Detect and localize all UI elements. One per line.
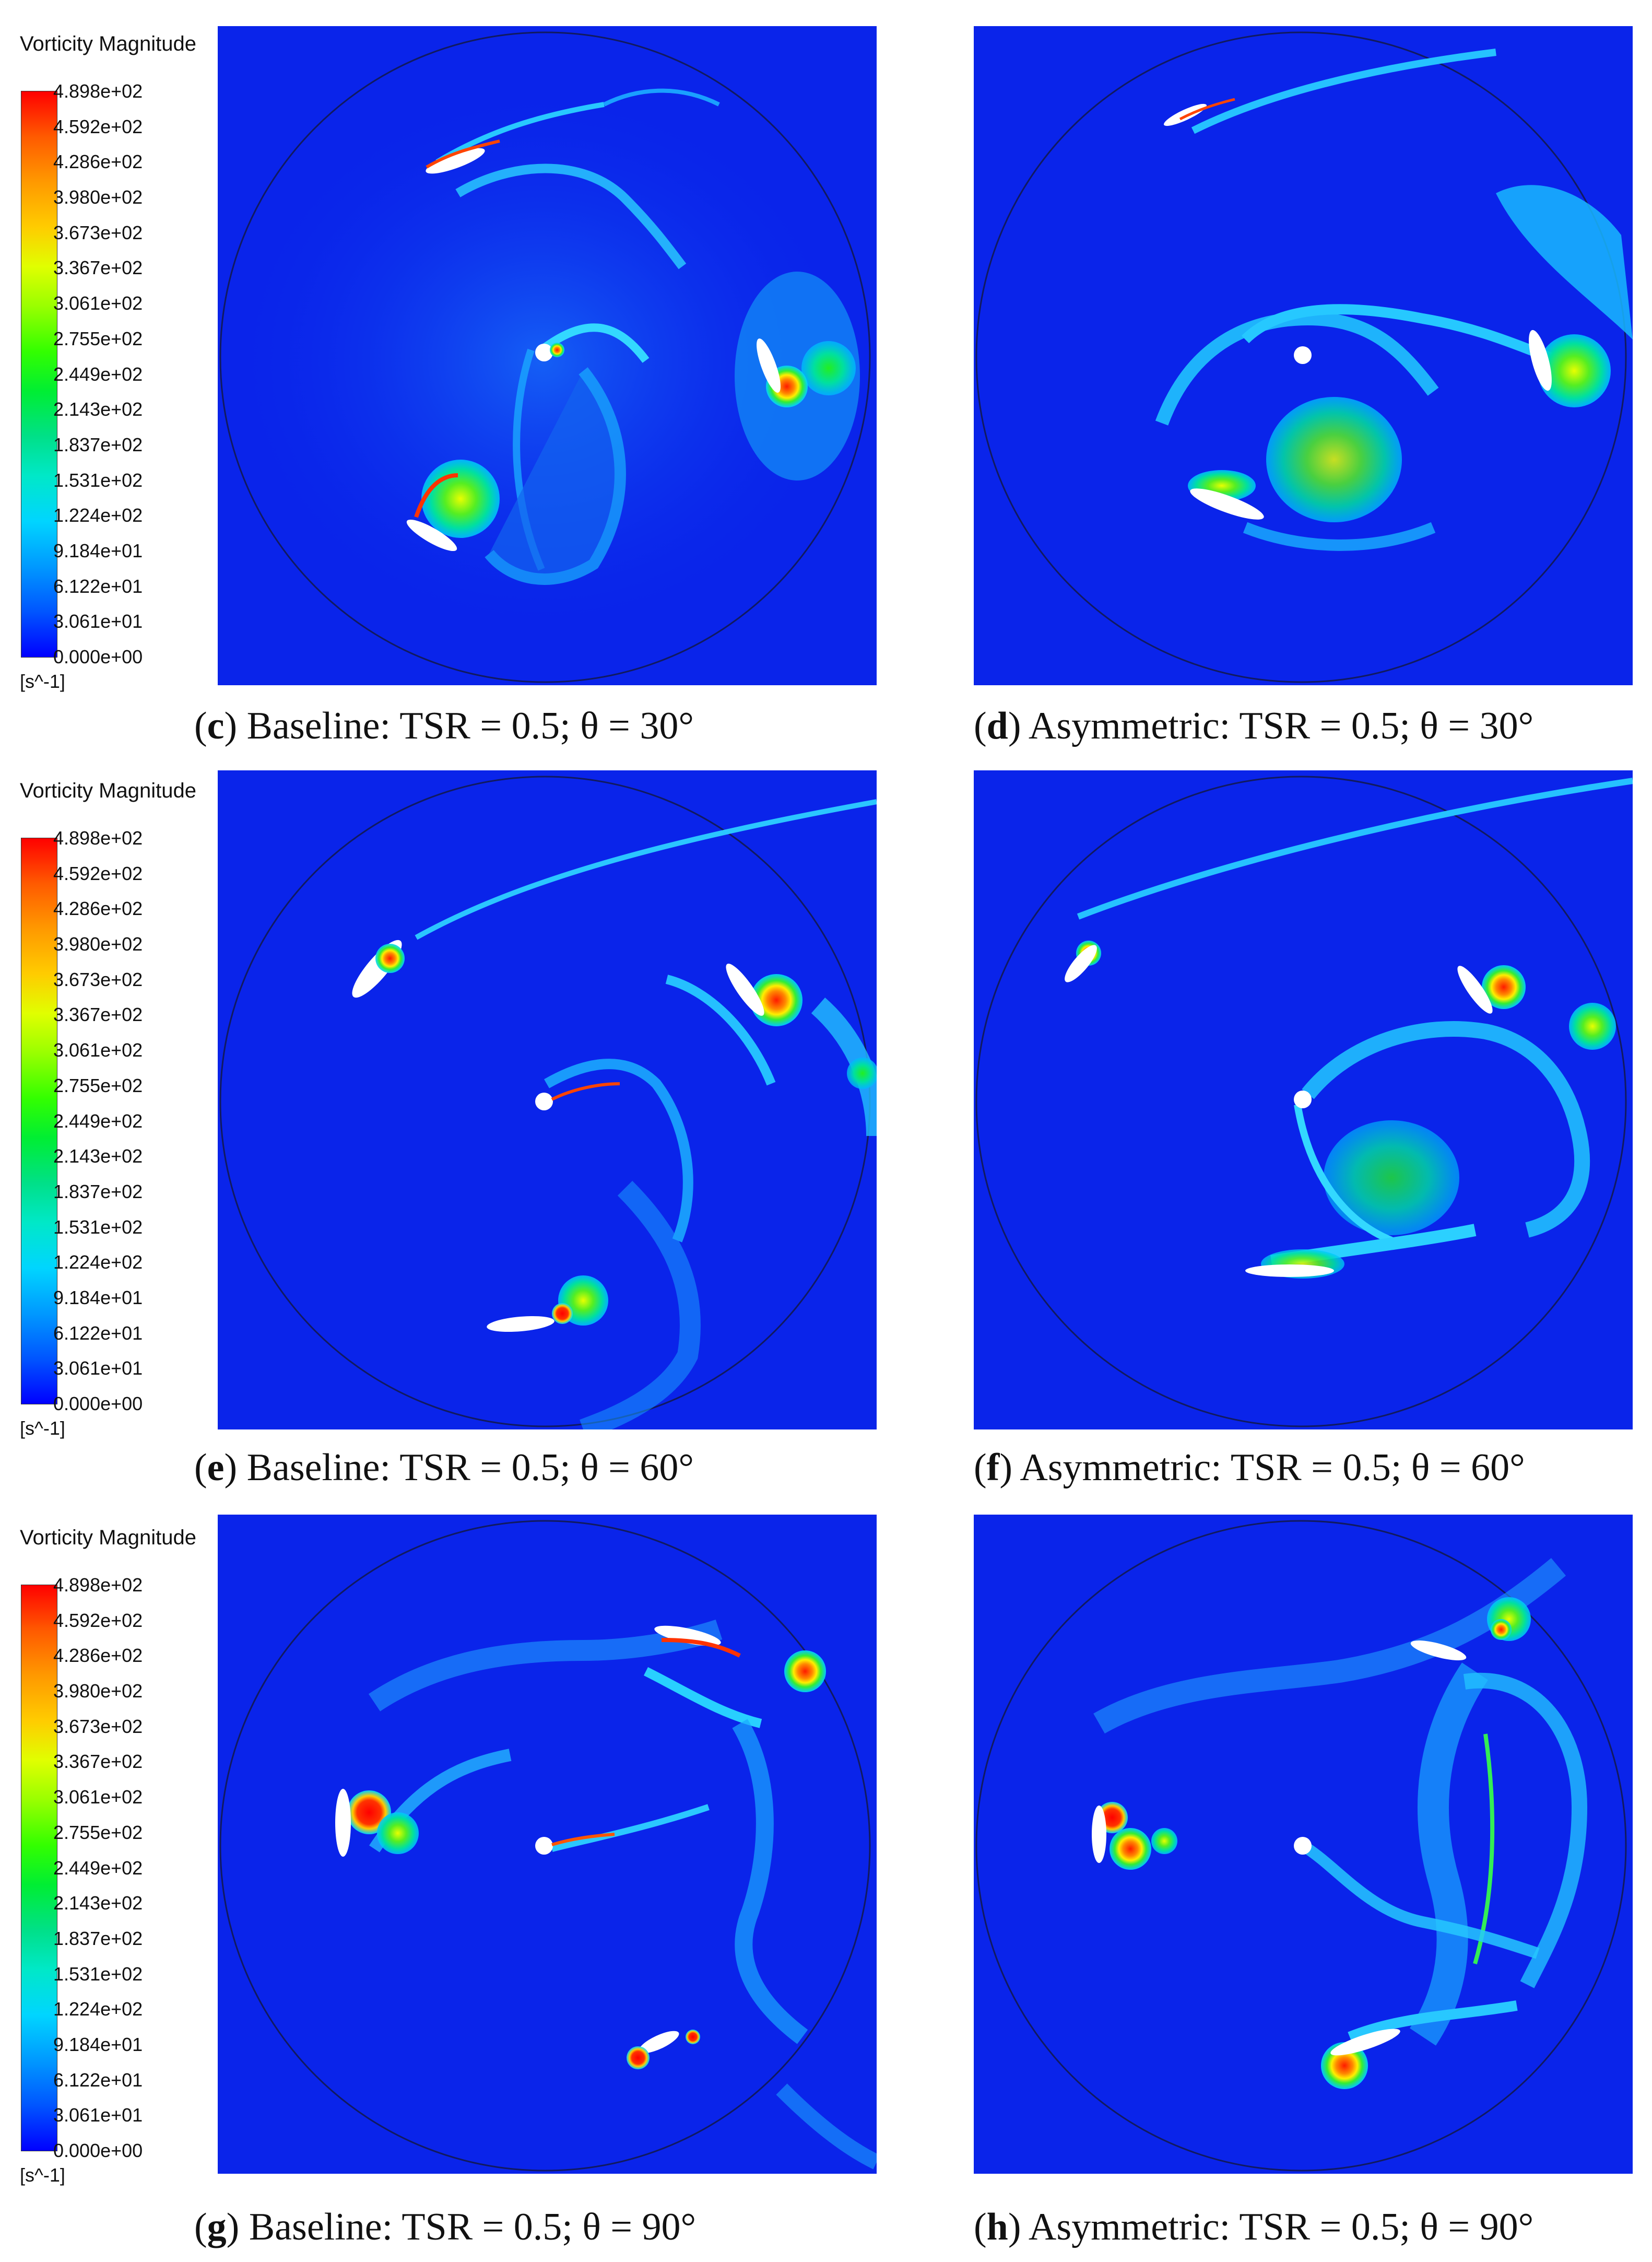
- colorbar-tick-label: 1.837e+02: [53, 1927, 143, 1949]
- colorbar-tick-label: 4.898e+02: [53, 827, 143, 849]
- colorbar-legend: Vorticity Magnitude 4.898e+02 4.592e+02 4.…: [0, 779, 219, 1474]
- colorbar-tick-label: 1.224e+02: [53, 1251, 143, 1273]
- colorbar-tick-label: 0.000e+00: [53, 2140, 143, 2161]
- colorbar-tick-label: 4.286e+02: [53, 898, 143, 920]
- colorbar-tick-label: 1.224e+02: [53, 1998, 143, 2020]
- colorbar-tick-label: 3.061e+02: [53, 1786, 143, 1808]
- vorticity-panel-e: [218, 770, 877, 1429]
- figure-row-theta-60: Vorticity Magnitude 4.898e+02 4.592e+02 4.…: [0, 747, 1652, 1494]
- colorbar-tick-label: 9.184e+01: [53, 540, 143, 561]
- colorbar-tick-label: 3.061e+02: [53, 1039, 143, 1061]
- colorbar-tick-label: 9.184e+01: [53, 2033, 143, 2055]
- caption-e: (e) Baseline: TSR = 0.5; θ = 60°: [194, 1446, 694, 1489]
- colorbar-tick-label: 4.592e+02: [53, 1609, 143, 1631]
- legend-unit: [s^-1]: [20, 671, 65, 692]
- colorbar-tick-label: 9.184e+01: [53, 1286, 143, 1308]
- colorbar-tick-label: 2.449e+02: [53, 1110, 143, 1132]
- colorbar-tick-label: 3.061e+02: [53, 292, 143, 314]
- colorbar-tick-label: 2.143e+02: [53, 1145, 143, 1167]
- colorbar-tick-label: 3.673e+02: [53, 1715, 143, 1737]
- colorbar-tick-label: 4.898e+02: [53, 1574, 143, 1596]
- vorticity-panel-f: [974, 770, 1633, 1429]
- colorbar-legend: Vorticity Magnitude 4.898e+02 4.592e+02 4.…: [0, 1526, 219, 2221]
- colorbar-tick-label: 3.673e+02: [53, 968, 143, 990]
- figure-row-theta-30: Vorticity Magnitude 4.898e+02 4.592e+02 4.…: [0, 0, 1652, 747]
- legend-unit: [s^-1]: [20, 2164, 65, 2186]
- colorbar-tick-label: 3.367e+02: [53, 1004, 143, 1026]
- vorticity-panel-h: [974, 1515, 1633, 2174]
- legend-title: Vorticity Magnitude: [20, 779, 196, 802]
- colorbar-tick-label: 6.122e+01: [53, 2069, 143, 2091]
- colorbar-tick-label: 3.980e+02: [53, 1680, 143, 1702]
- colorbar-tick-label: 2.143e+02: [53, 1892, 143, 1914]
- colorbar-tick-label: 2.755e+02: [53, 1821, 143, 1843]
- colorbar-tick-label: 4.286e+02: [53, 151, 143, 173]
- colorbar-tick-label: 4.286e+02: [53, 1645, 143, 1667]
- colorbar-tick-label: 1.531e+02: [53, 1963, 143, 1985]
- figure-row-theta-90: Vorticity Magnitude 4.898e+02 4.592e+02 4.…: [0, 1494, 1652, 2262]
- colorbar-tick-label: 2.755e+02: [53, 1074, 143, 1096]
- colorbar-tick-label: 3.673e+02: [53, 221, 143, 243]
- colorbar-tick-label: 1.837e+02: [53, 433, 143, 455]
- legend-title: Vorticity Magnitude: [20, 32, 196, 55]
- colorbar-tick-label: 3.980e+02: [53, 186, 143, 208]
- colorbar-tick-label: 0.000e+00: [53, 646, 143, 667]
- caption-f: (f) Asymmetric: TSR = 0.5; θ = 60°: [974, 1446, 1525, 1489]
- vorticity-panel-g: [218, 1515, 877, 2174]
- colorbar-tick-label: 3.061e+01: [53, 1357, 143, 1379]
- caption-d: (d) Asymmetric: TSR = 0.5; θ = 30°: [974, 705, 1534, 747]
- colorbar-tick-label: 3.367e+02: [53, 1751, 143, 1773]
- colorbar-tick-label: 3.061e+01: [53, 611, 143, 632]
- colorbar-tick-label: 3.980e+02: [53, 933, 143, 955]
- colorbar-tick-label: 6.122e+01: [53, 1322, 143, 1344]
- colorbar: [21, 1585, 57, 2151]
- colorbar-tick-label: 4.592e+02: [53, 115, 143, 137]
- colorbar-tick-label: 2.449e+02: [53, 1857, 143, 1879]
- colorbar-tick-label: 1.837e+02: [53, 1180, 143, 1202]
- colorbar: [21, 838, 57, 1404]
- vorticity-panel-c: [218, 26, 877, 685]
- colorbar-tick-label: 2.755e+02: [53, 327, 143, 349]
- caption-h: (h) Asymmetric: TSR = 0.5; θ = 90°: [974, 2206, 1534, 2248]
- colorbar-tick-label: 6.122e+01: [53, 575, 143, 597]
- colorbar-tick-label: 3.061e+01: [53, 2104, 143, 2126]
- caption-g: (g) Baseline: TSR = 0.5; θ = 90°: [194, 2206, 697, 2248]
- colorbar-tick-label: 1.531e+02: [53, 1216, 143, 1238]
- colorbar-tick-label: 2.449e+02: [53, 363, 143, 385]
- legend-unit: [s^-1]: [20, 1417, 65, 1439]
- colorbar-legend: Vorticity Magnitude 4.898e+02 4.592e+02 4.…: [0, 32, 219, 727]
- colorbar: [21, 91, 57, 658]
- colorbar-tick-label: 0.000e+00: [53, 1393, 143, 1414]
- colorbar-tick-label: 4.592e+02: [53, 862, 143, 884]
- caption-c: (c) Baseline: TSR = 0.5; θ = 30°: [194, 705, 694, 747]
- colorbar-tick-label: 2.143e+02: [53, 399, 143, 420]
- vorticity-panel-d: [974, 26, 1633, 685]
- colorbar-tick-label: 3.367e+02: [53, 257, 143, 279]
- legend-title: Vorticity Magnitude: [20, 1526, 196, 1549]
- colorbar-tick-label: 1.224e+02: [53, 505, 143, 526]
- colorbar-tick-label: 1.531e+02: [53, 469, 143, 491]
- colorbar-tick-label: 4.898e+02: [53, 80, 143, 102]
